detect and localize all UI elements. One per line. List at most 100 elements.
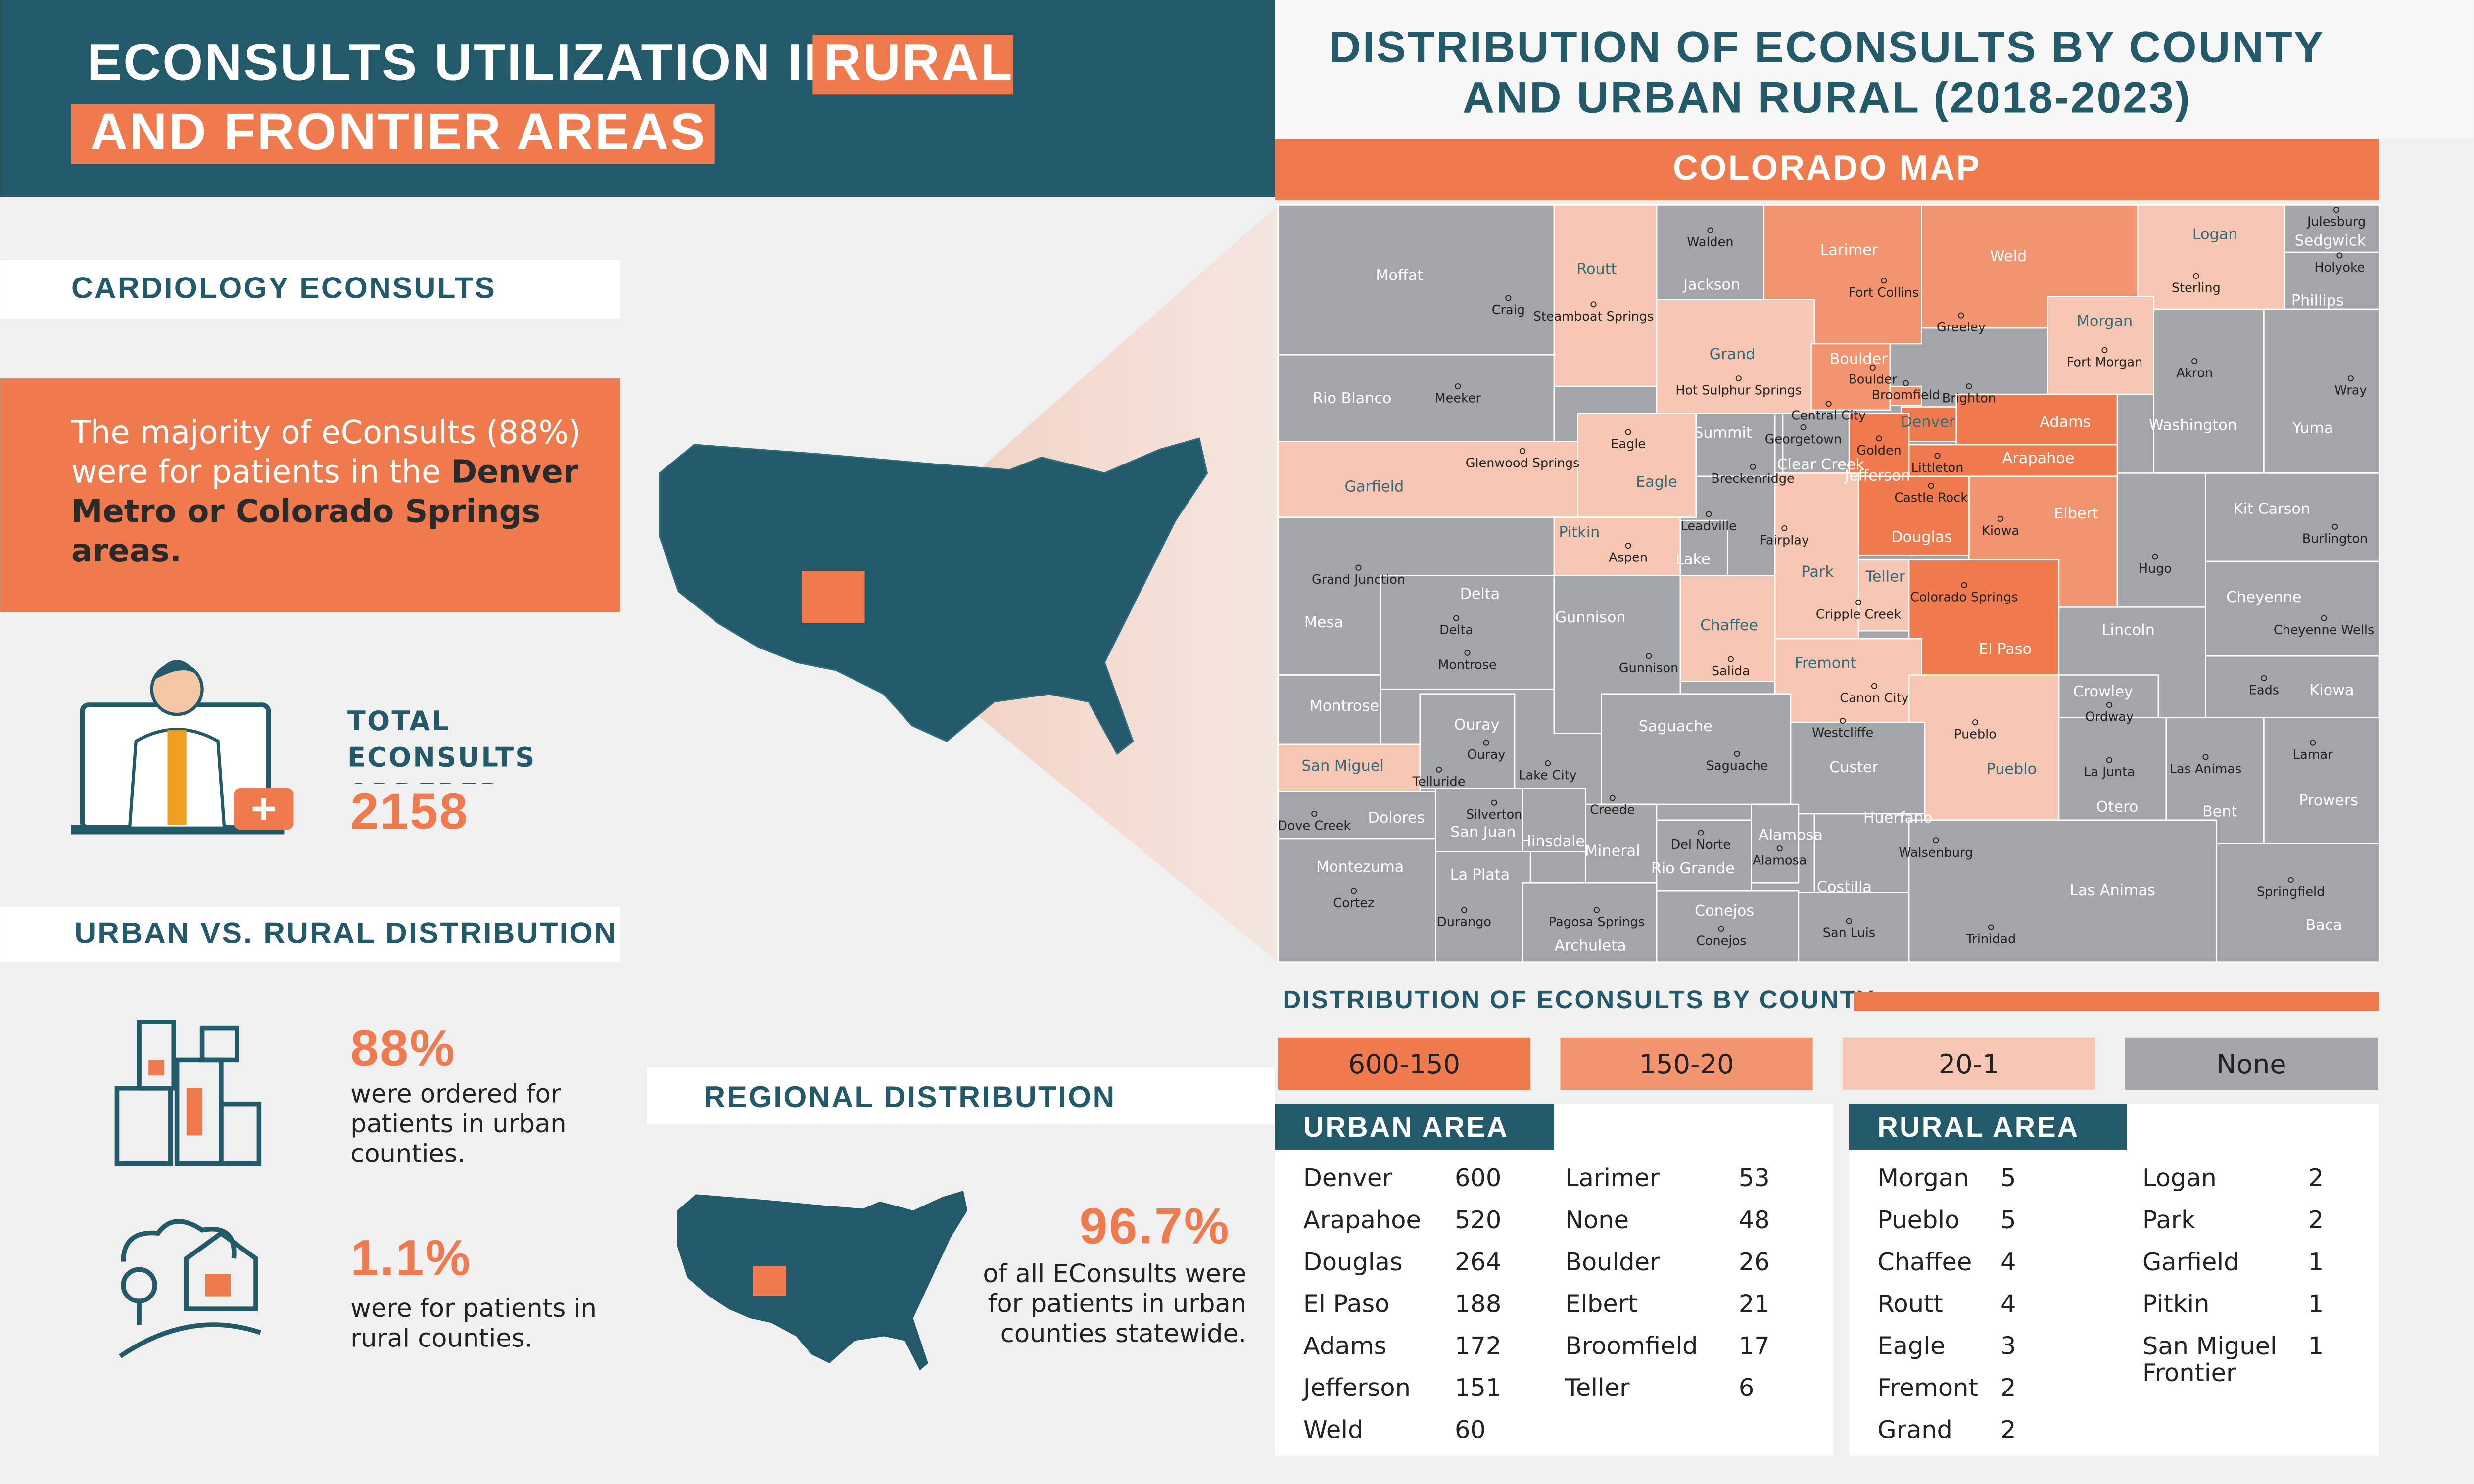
county-count: 4 bbox=[2000, 1290, 2016, 1318]
county-label: Gunnison bbox=[1555, 609, 1626, 626]
county bbox=[1277, 791, 1436, 840]
city-marker bbox=[2331, 523, 2338, 530]
city-marker bbox=[1734, 750, 1740, 757]
county-label: Jackson bbox=[1682, 277, 1740, 294]
urban-panel-title-box bbox=[1275, 1104, 1554, 1150]
section-heading-box bbox=[0, 260, 620, 319]
city-marker bbox=[1706, 511, 1712, 517]
window bbox=[186, 1088, 202, 1136]
highlight-box bbox=[812, 35, 1013, 95]
summary-bold: Denver Metro or Colorado Springs areas. bbox=[71, 452, 579, 569]
county-label: Archuleta bbox=[1555, 937, 1626, 954]
county-label: Clear Creek bbox=[1777, 456, 1864, 473]
county bbox=[1908, 559, 2060, 676]
city-label: Fort Morgan bbox=[2067, 355, 2143, 370]
summary-plain: The majority of eConsults (88%) were for… bbox=[71, 413, 581, 491]
county-name: Larimer bbox=[1565, 1163, 1660, 1192]
county bbox=[1553, 516, 1681, 576]
map-title: AND URBAN RURAL (2018-2023) bbox=[1463, 73, 2191, 122]
county-name: Routt bbox=[1877, 1290, 1943, 1318]
county-label: Lincoln bbox=[2102, 622, 2155, 639]
city-marker bbox=[1461, 907, 1468, 913]
city-label: Glenwood Springs bbox=[1466, 456, 1580, 470]
city-marker bbox=[1311, 811, 1318, 817]
city-label: Steamboat Springs bbox=[1533, 309, 1654, 324]
city-marker bbox=[1876, 435, 1882, 442]
city-label: Broomfield bbox=[1872, 388, 1940, 403]
city-label: Dove Creek bbox=[1278, 819, 1351, 834]
city-marker bbox=[1776, 845, 1783, 852]
county-label: Dolores bbox=[1368, 809, 1425, 827]
county-name: Adams bbox=[1303, 1331, 1386, 1360]
county-label: Costilla bbox=[1817, 879, 1872, 896]
map-banner bbox=[1275, 139, 2379, 200]
county-label: Rio Blanco bbox=[1313, 390, 1392, 407]
county-label: Garfield bbox=[1344, 478, 1404, 496]
city-marker bbox=[1972, 719, 1979, 726]
county-label: Kit Carson bbox=[2234, 500, 2310, 517]
city-label: Wray bbox=[2334, 383, 2367, 398]
city-label: Colorado Springs bbox=[1910, 590, 2018, 604]
county bbox=[1889, 385, 1922, 406]
county-count: 1 bbox=[2308, 1248, 2324, 1276]
city-label: Brighton bbox=[1942, 391, 1996, 406]
county-label: Weld bbox=[1990, 248, 2027, 265]
city-marker bbox=[1933, 837, 1939, 844]
city-marker bbox=[1800, 424, 1807, 431]
city-label: La Junta bbox=[2084, 765, 2135, 780]
county-count: 21 bbox=[1739, 1290, 1770, 1318]
county bbox=[1277, 838, 1436, 963]
city-marker bbox=[1727, 656, 1734, 662]
city-marker bbox=[2152, 554, 2158, 560]
building bbox=[137, 1020, 177, 1091]
city-label: Creede bbox=[1590, 803, 1635, 818]
county-name: Fremont bbox=[1877, 1373, 1978, 1402]
city-marker bbox=[1871, 683, 1878, 689]
rural-text-body: were for patients in rural counties. bbox=[350, 1293, 597, 1353]
city-label: Hugo bbox=[2139, 561, 2172, 576]
urban-text: were ordered for patients in urban count… bbox=[350, 1079, 566, 1169]
city-marker bbox=[2202, 754, 2209, 760]
city-label: Meeker bbox=[1435, 391, 1481, 406]
city-marker bbox=[1856, 599, 1862, 605]
city-marker bbox=[2333, 206, 2340, 213]
county bbox=[1601, 693, 1792, 805]
city-marker bbox=[1988, 924, 1994, 930]
rural-icon bbox=[119, 1219, 262, 1358]
building bbox=[219, 1101, 262, 1166]
city-marker bbox=[1869, 364, 1876, 371]
county-label: Morgan bbox=[2077, 313, 2133, 330]
city-marker bbox=[1625, 429, 1631, 435]
hill bbox=[119, 1301, 262, 1358]
county bbox=[1810, 343, 1891, 411]
legend-label: 150-20 bbox=[1639, 1049, 1734, 1080]
city-label: Hot Sulphur Springs bbox=[1675, 383, 1802, 398]
county bbox=[1656, 890, 1800, 963]
city-label: Ouray bbox=[1467, 747, 1505, 762]
county-count: 264 bbox=[1455, 1248, 1501, 1276]
city-label: Durango bbox=[1437, 915, 1491, 929]
city-marker bbox=[1544, 760, 1551, 767]
regional-text-body: of all EConsults were for patients in ur… bbox=[983, 1258, 1247, 1348]
city-label: Trinidad bbox=[1966, 932, 2016, 947]
county-count: 600 bbox=[1455, 1163, 1501, 1192]
doctor-icon bbox=[71, 660, 294, 835]
city-marker bbox=[1840, 717, 1846, 724]
county-name: El Paso bbox=[1303, 1290, 1389, 1318]
county-label: Sedgwick bbox=[2295, 232, 2366, 249]
county-name: Pitkin bbox=[2142, 1290, 2209, 1318]
summary-box bbox=[0, 378, 620, 612]
house-window bbox=[205, 1274, 231, 1297]
city-label: Golden bbox=[1856, 443, 1901, 458]
city-marker bbox=[1934, 453, 1941, 459]
city-marker bbox=[1825, 401, 1832, 407]
city-marker bbox=[1590, 301, 1597, 308]
city-label: Westcliffe bbox=[1812, 725, 1873, 740]
county-label: Montrose bbox=[1310, 697, 1379, 715]
city-marker bbox=[1881, 278, 1887, 284]
county-count: 1 bbox=[2308, 1290, 2324, 1318]
city-marker bbox=[1491, 799, 1497, 806]
city-label: Breckenridge bbox=[1711, 471, 1794, 486]
